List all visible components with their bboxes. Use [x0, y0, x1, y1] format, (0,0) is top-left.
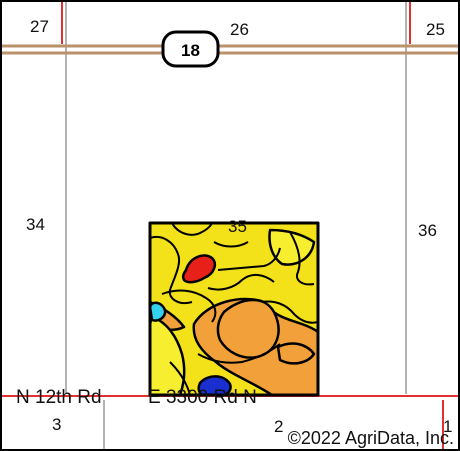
road-label-n-12th-rd: N 12th Rd: [16, 387, 102, 408]
section-label-2: 2: [274, 417, 283, 436]
section-label-26: 26: [230, 20, 249, 39]
section-label-1: 1: [443, 417, 452, 436]
highway-shield-label: 18: [181, 41, 200, 60]
section-label-25: 25: [426, 20, 445, 39]
road-label-e-3300-rd-n: E 3300 Rd N: [148, 387, 257, 408]
section-lines: [65, 2, 407, 449]
highway-18: [2, 44, 458, 55]
section-label-27: 27: [30, 17, 49, 36]
copyright-notice: ©2022 AgriData, Inc.: [288, 428, 454, 448]
soil-map-field: [148, 221, 320, 397]
section-label-3: 3: [52, 415, 61, 434]
section-label-35: 35: [228, 217, 247, 236]
section-label-36: 36: [418, 221, 437, 240]
highway-shield: 18: [161, 30, 220, 68]
section-label-34: 34: [26, 215, 45, 234]
